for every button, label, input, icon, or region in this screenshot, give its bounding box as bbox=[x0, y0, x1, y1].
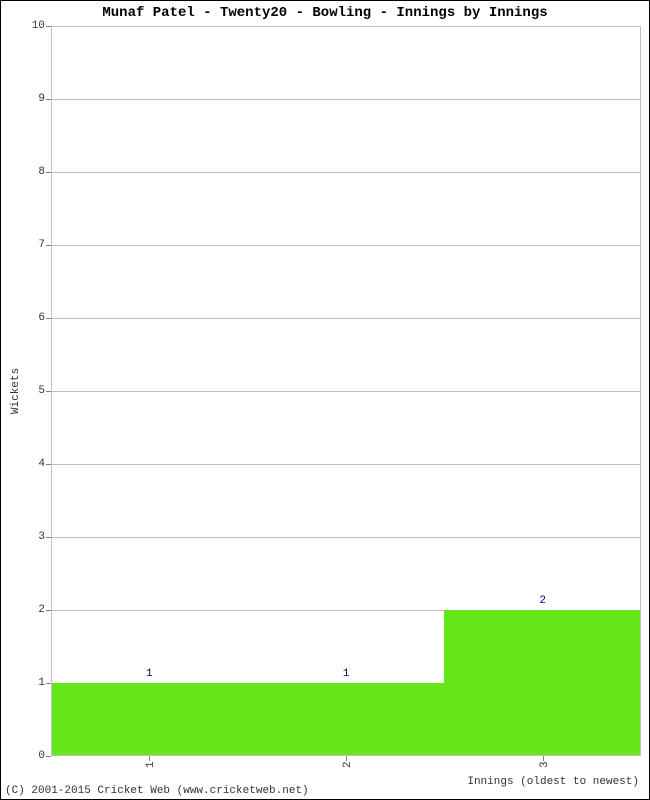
chart-container: Munaf Patel - Twenty20 - Bowling - Innin… bbox=[0, 0, 650, 800]
y-tick-mark bbox=[46, 172, 51, 173]
gridline bbox=[51, 464, 641, 465]
x-tick-label: 2 bbox=[342, 761, 354, 768]
y-tick-mark bbox=[46, 610, 51, 611]
bar-value-label: 2 bbox=[539, 595, 546, 607]
y-axis-label: Wickets bbox=[10, 368, 22, 414]
y-tick-mark bbox=[46, 537, 51, 538]
x-tick-label: 3 bbox=[539, 761, 551, 768]
y-tick-label: 7 bbox=[38, 239, 45, 251]
y-tick-label: 1 bbox=[38, 677, 45, 689]
x-tick-label: 1 bbox=[145, 761, 157, 768]
y-tick-label: 10 bbox=[32, 20, 45, 32]
y-tick-label: 0 bbox=[38, 750, 45, 762]
x-axis-label: Innings (oldest to newest) bbox=[467, 776, 639, 788]
bar-value-label: 1 bbox=[146, 668, 153, 680]
bar bbox=[51, 683, 248, 756]
bar bbox=[248, 683, 445, 756]
y-tick-label: 6 bbox=[38, 312, 45, 324]
gridline bbox=[51, 172, 641, 173]
y-tick-mark bbox=[46, 756, 51, 757]
bar-value-label: 1 bbox=[343, 668, 350, 680]
gridline bbox=[51, 318, 641, 319]
bar bbox=[444, 610, 641, 756]
chart-title: Munaf Patel - Twenty20 - Bowling - Innin… bbox=[1, 5, 649, 21]
y-tick-label: 2 bbox=[38, 604, 45, 616]
x-tick-mark bbox=[543, 756, 544, 761]
gridline bbox=[51, 245, 641, 246]
y-tick-label: 4 bbox=[38, 458, 45, 470]
y-tick-mark bbox=[46, 318, 51, 319]
y-tick-mark bbox=[46, 245, 51, 246]
y-tick-label: 3 bbox=[38, 531, 45, 543]
plot-area: 012345678910111223 bbox=[51, 26, 641, 756]
y-tick-mark bbox=[46, 391, 51, 392]
gridline bbox=[51, 537, 641, 538]
y-tick-label: 5 bbox=[38, 385, 45, 397]
y-tick-label: 8 bbox=[38, 166, 45, 178]
gridline bbox=[51, 99, 641, 100]
y-tick-mark bbox=[46, 99, 51, 100]
x-tick-mark bbox=[346, 756, 347, 761]
y-tick-mark bbox=[46, 26, 51, 27]
copyright-text: (C) 2001-2015 Cricket Web (www.cricketwe… bbox=[5, 785, 309, 797]
y-tick-label: 9 bbox=[38, 93, 45, 105]
gridline bbox=[51, 391, 641, 392]
y-tick-mark bbox=[46, 464, 51, 465]
